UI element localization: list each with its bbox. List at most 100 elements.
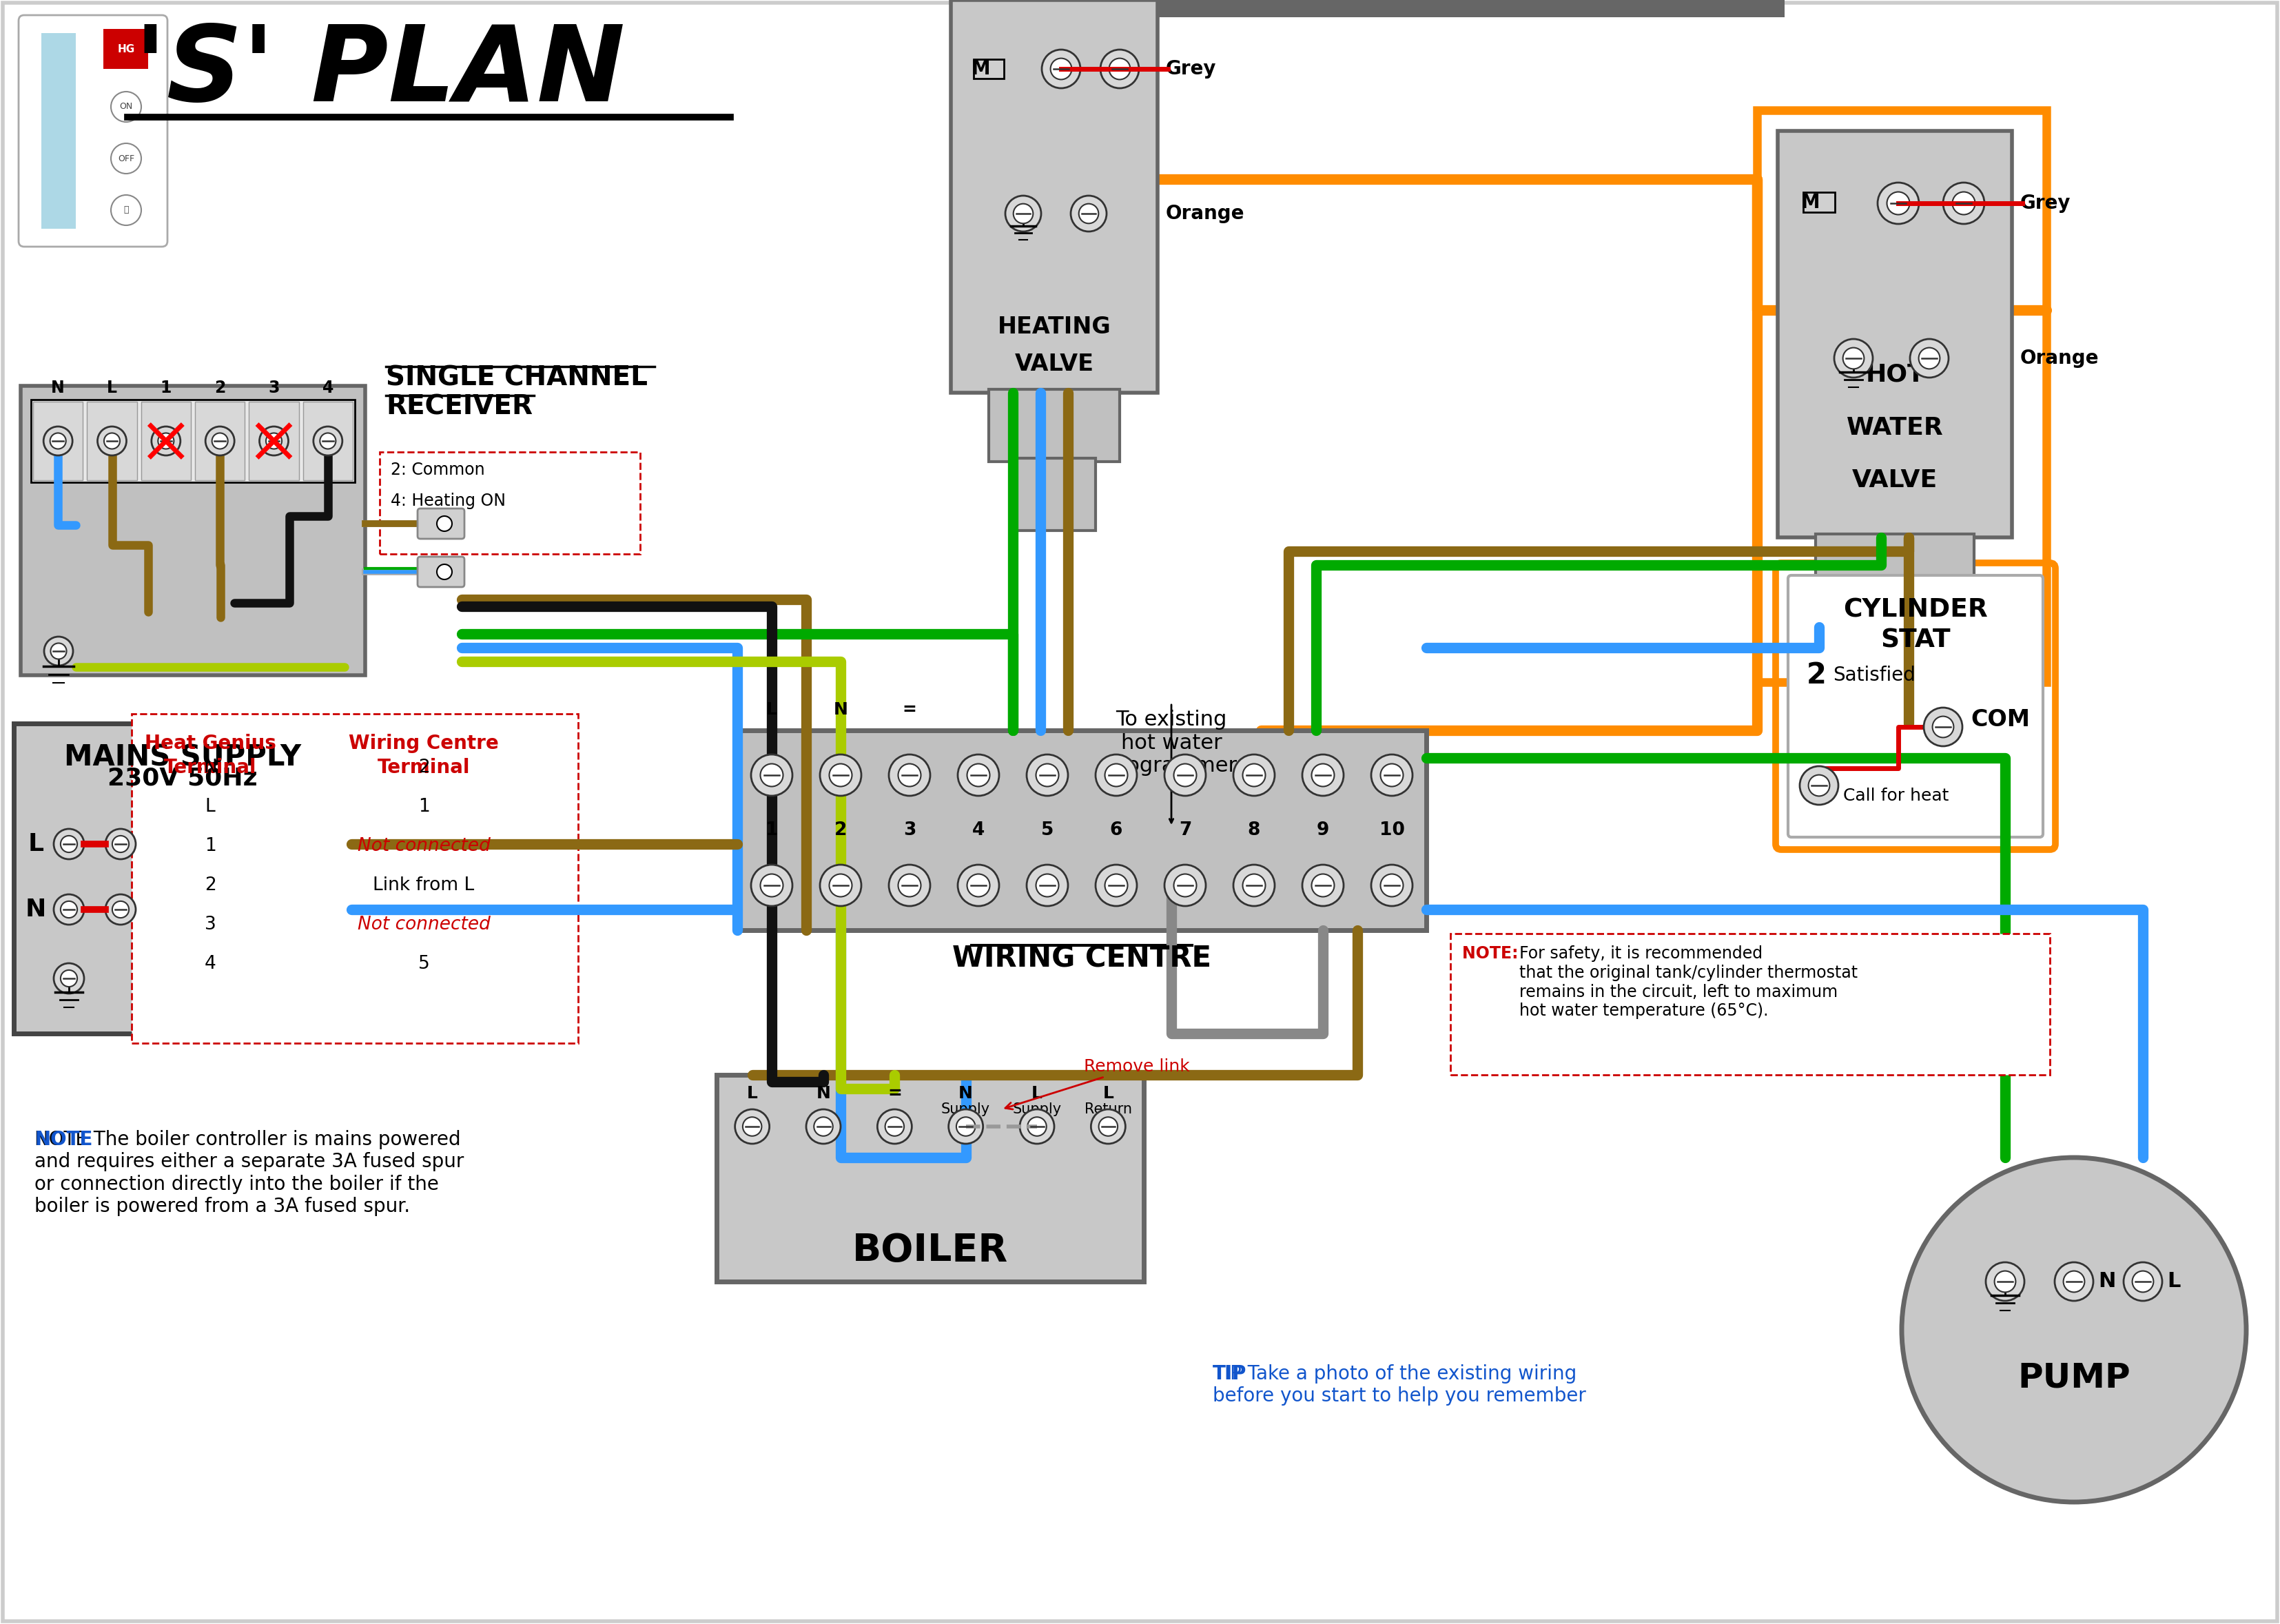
Text: TIP Take a photo of the existing wiring
before you start to help you remember: TIP Take a photo of the existing wiring … — [1213, 1364, 1587, 1406]
Circle shape — [1370, 864, 1414, 906]
Text: Wiring Centre: Wiring Centre — [349, 734, 499, 754]
Circle shape — [1933, 716, 1954, 737]
FancyBboxPatch shape — [381, 451, 641, 554]
Text: =: = — [887, 1085, 903, 1101]
Circle shape — [50, 643, 66, 659]
Circle shape — [1174, 874, 1197, 896]
Bar — [716, 1075, 1145, 1281]
Circle shape — [1902, 1158, 2246, 1502]
Circle shape — [948, 1109, 983, 1143]
Bar — [87, 401, 137, 481]
Circle shape — [1302, 755, 1343, 796]
Text: Not connected: Not connected — [358, 916, 490, 934]
Text: To existing
hot water
programmer: To existing hot water programmer — [1106, 710, 1238, 776]
Circle shape — [1072, 195, 1106, 232]
Text: L: L — [205, 797, 214, 815]
Circle shape — [1035, 874, 1058, 896]
Text: VALVE: VALVE — [1015, 352, 1094, 375]
Text: Link from L: Link from L — [374, 877, 474, 895]
Bar — [141, 401, 192, 481]
Circle shape — [1097, 864, 1138, 906]
Bar — [1840, 603, 1949, 676]
Circle shape — [205, 427, 235, 455]
Bar — [41, 32, 75, 229]
Text: 4: 4 — [321, 380, 333, 396]
Circle shape — [750, 755, 793, 796]
Text: WATER: WATER — [1847, 416, 1943, 440]
Circle shape — [1035, 763, 1058, 786]
Circle shape — [319, 434, 335, 448]
Circle shape — [62, 836, 78, 853]
Circle shape — [1243, 763, 1265, 786]
Circle shape — [267, 434, 283, 448]
Bar — [34, 401, 82, 481]
Circle shape — [1233, 755, 1275, 796]
Circle shape — [112, 195, 141, 226]
Circle shape — [1243, 874, 1265, 896]
Circle shape — [1311, 874, 1334, 896]
Bar — [21, 387, 365, 676]
Text: Grey: Grey — [2020, 193, 2070, 213]
Circle shape — [1019, 1109, 1053, 1143]
Circle shape — [1174, 763, 1197, 786]
Bar — [249, 401, 299, 481]
FancyBboxPatch shape — [417, 557, 465, 586]
Circle shape — [1911, 339, 1949, 377]
Bar — [736, 731, 1427, 931]
Text: 5: 5 — [1042, 822, 1053, 840]
Circle shape — [260, 427, 287, 455]
Text: Supply: Supply — [942, 1103, 990, 1116]
Circle shape — [1090, 1109, 1126, 1143]
Circle shape — [821, 755, 862, 796]
Circle shape — [1026, 755, 1067, 796]
Circle shape — [112, 836, 130, 853]
Text: Satisfied: Satisfied — [1833, 666, 1915, 685]
Circle shape — [967, 763, 990, 786]
Text: 1: 1 — [160, 380, 171, 396]
Circle shape — [150, 427, 180, 455]
Circle shape — [759, 874, 782, 896]
Bar — [196, 401, 244, 481]
Circle shape — [1106, 874, 1129, 896]
Circle shape — [1986, 1262, 2025, 1301]
Text: L: L — [2166, 1272, 2180, 1291]
Text: N: N — [816, 1085, 830, 1101]
Circle shape — [1042, 50, 1081, 88]
Bar — [990, 390, 1119, 461]
Circle shape — [112, 901, 130, 918]
Bar — [974, 58, 1003, 78]
Text: 2: 2 — [214, 380, 226, 396]
Text: 9: 9 — [1316, 822, 1329, 840]
Circle shape — [1026, 864, 1067, 906]
Text: 8: 8 — [1247, 822, 1261, 840]
Bar — [951, 0, 1785, 18]
Text: ⏵: ⏵ — [123, 206, 128, 214]
Circle shape — [1005, 195, 1042, 232]
Text: HG: HG — [116, 44, 135, 55]
Text: NOTE:: NOTE: — [1461, 945, 1523, 961]
Circle shape — [50, 434, 66, 448]
Text: N: N — [958, 1085, 974, 1101]
FancyBboxPatch shape — [1788, 575, 2043, 836]
Circle shape — [43, 637, 73, 666]
Text: Grey: Grey — [1165, 58, 1218, 78]
Text: HOT: HOT — [1865, 364, 1924, 387]
Text: BOILER: BOILER — [853, 1233, 1008, 1270]
Text: Supply: Supply — [1012, 1103, 1062, 1116]
Text: TIP: TIP — [1213, 1364, 1247, 1384]
Bar — [1803, 192, 1835, 213]
Circle shape — [55, 963, 84, 994]
Text: Call for heat: Call for heat — [1842, 788, 1949, 804]
Circle shape — [1952, 192, 1974, 214]
Circle shape — [1097, 755, 1138, 796]
Circle shape — [1833, 339, 1872, 377]
Circle shape — [1106, 763, 1129, 786]
Text: 10: 10 — [1379, 822, 1404, 840]
Circle shape — [2132, 1272, 2155, 1293]
Circle shape — [112, 143, 141, 174]
Text: 1: 1 — [205, 836, 217, 856]
Circle shape — [1108, 58, 1131, 80]
Circle shape — [1920, 348, 1940, 369]
Circle shape — [105, 895, 137, 924]
Circle shape — [1028, 1117, 1047, 1137]
